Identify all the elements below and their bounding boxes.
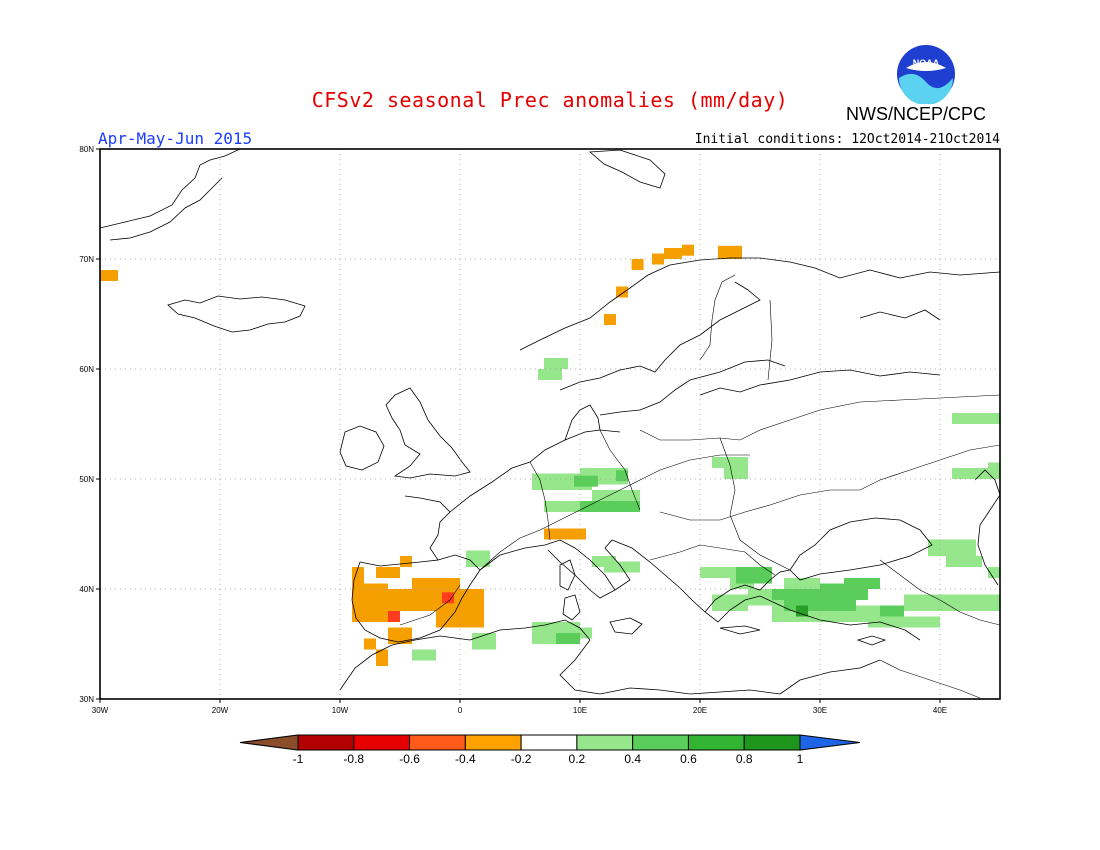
anomaly-cell-pos-02 (868, 616, 940, 628)
anomaly-cell-pos-04 (580, 501, 640, 512)
anomaly-cell-neg-04 (376, 567, 400, 578)
colorbar-segment (409, 734, 466, 751)
anomaly-cell-neg-04 (388, 627, 412, 644)
logo-text: NOAA (913, 58, 940, 68)
lon-tick-label: 10W (332, 706, 349, 715)
anomaly-cell-pos-02 (466, 550, 490, 567)
graticule (100, 149, 1000, 699)
colorbar: -1 -0.8 -0.6 -0.4 -0.2 0.2 0.4 0.6 0.8 1 (239, 734, 861, 766)
colorbar-segment (464, 734, 522, 751)
anomaly-cell-neg-04 (388, 589, 484, 611)
anomaly-cell-pos-06 (796, 605, 808, 617)
map-frame (99, 148, 1001, 700)
anomaly-cell-pos-04 (736, 567, 772, 584)
lon-tick-label: 30E (813, 706, 827, 715)
colorbar-segment (687, 734, 745, 751)
anomaly-cell-neg-04 (616, 286, 628, 298)
anomaly-cell-pos-02 (904, 594, 1000, 611)
anomaly-cell-neg-04 (376, 649, 388, 666)
colorbar-label: 0.8 (736, 752, 753, 766)
colorbar-segment (632, 734, 689, 751)
colorbar-segment (743, 734, 801, 751)
anomaly-cell-pos-02 (784, 578, 820, 589)
anomaly-cell-neg-04 (652, 253, 664, 265)
anomaly-cell-pos-02 (988, 567, 1000, 578)
anomaly-cell-neg-04 (400, 556, 412, 567)
borders (399, 274, 1000, 699)
anomaly-cell-neg-04 (664, 248, 682, 259)
anomaly-cell-neg-04 (682, 244, 694, 256)
anomaly-cell-neg-04 (100, 270, 118, 281)
anomaly-cell-pos-02 (592, 490, 640, 501)
anomaly-cell-pos-02 (724, 468, 748, 479)
anomaly-cell-pos-04 (880, 605, 904, 617)
anomaly-cell-neg-04 (631, 259, 644, 270)
anomaly-cell-pos-02 (412, 649, 436, 661)
colorbar-label: -0.4 (455, 752, 476, 766)
anomaly-cell-pos-02 (952, 413, 1000, 424)
lon-tick-label: 30W (92, 706, 109, 715)
anomaly-cell-pos-04 (844, 578, 880, 589)
colorbar-label: -0.8 (343, 752, 364, 766)
colorbar-segment (520, 734, 578, 751)
colorbar-label: 1 (797, 752, 804, 766)
anomaly-cell-pos-04 (772, 589, 796, 600)
colorbar-segment (576, 734, 634, 751)
anomaly-cell-pos-02 (538, 369, 562, 380)
colorbar-label: 0.2 (569, 752, 586, 766)
anomaly-cell-pos-02 (988, 462, 1000, 479)
lon-tick-label: 10E (573, 706, 587, 715)
lon-tick-label: 20W (212, 706, 229, 715)
anomaly-cell-neg-04 (718, 245, 742, 259)
anomaly-cell-pos-04 (574, 475, 598, 487)
anomaly-cell-pos-02 (946, 556, 982, 567)
initial-conditions-label: Initial conditions: 12Oct2014-21Oct2014 (694, 132, 1000, 147)
lat-tick-label: 70N (79, 255, 94, 264)
colorbar-label: 0.4 (624, 752, 641, 766)
anomaly-cell-pos-02 (712, 594, 748, 611)
anomaly-cell-neg-04 (412, 578, 460, 589)
lat-tick-label: 80N (79, 145, 94, 154)
anomaly-cell-neg-04 (352, 583, 388, 622)
anomaly-cell-neg-04 (544, 528, 586, 540)
lat-tick-label: 40N (79, 585, 94, 594)
coastlines (100, 149, 1000, 695)
anomaly-cell-pos-04 (616, 470, 628, 482)
anomaly-cell-neg-06 (388, 611, 400, 622)
anomaly-cell-neg-04 (364, 638, 376, 650)
axis-ticks: 30W 20W 10W 0 10E 20E 30E 40E 30N 40N 50N 60N 70N 80N (79, 145, 947, 715)
anomaly-cell-pos-04 (556, 633, 580, 644)
anomaly-cell-neg-04 (604, 314, 616, 325)
lat-tick-label: 50N (79, 475, 94, 484)
anomaly-cell-pos-02 (928, 539, 976, 556)
colorbar-label: -0.6 (399, 752, 420, 766)
colorbar-segment (297, 734, 355, 751)
colorbar-segment (799, 734, 861, 751)
anomaly-cell-neg-06 (442, 592, 454, 604)
anomaly-cells (100, 244, 1000, 666)
anomaly-cell-pos-02 (952, 468, 988, 479)
forecast-period-label: Apr-May-Jun 2015 (98, 129, 253, 148)
colorbar-label: -0.2 (511, 752, 532, 766)
lat-tick-label: 30N (79, 695, 94, 704)
colorbar-segment (239, 734, 299, 751)
lon-tick-label: 20E (693, 706, 707, 715)
chart-title: CFSv2 seasonal Prec anomalies (mm/day) (311, 88, 789, 112)
anomaly-cell-neg-04 (352, 567, 364, 584)
colorbar-label: -1 (293, 752, 304, 766)
anomaly-cell-pos-02 (604, 561, 640, 573)
colorbar-label: 0.6 (680, 752, 697, 766)
noaa-logo-icon: NOAA (897, 45, 955, 104)
anomaly-cell-pos-02 (712, 457, 748, 468)
lon-tick-label: 0 (458, 706, 463, 715)
anomaly-cell-pos-02 (544, 358, 568, 369)
agency-label: NWS/NCEP/CPC (846, 104, 987, 124)
colorbar-segment (353, 734, 411, 751)
lat-tick-label: 60N (79, 365, 94, 374)
lon-tick-label: 40E (933, 706, 947, 715)
